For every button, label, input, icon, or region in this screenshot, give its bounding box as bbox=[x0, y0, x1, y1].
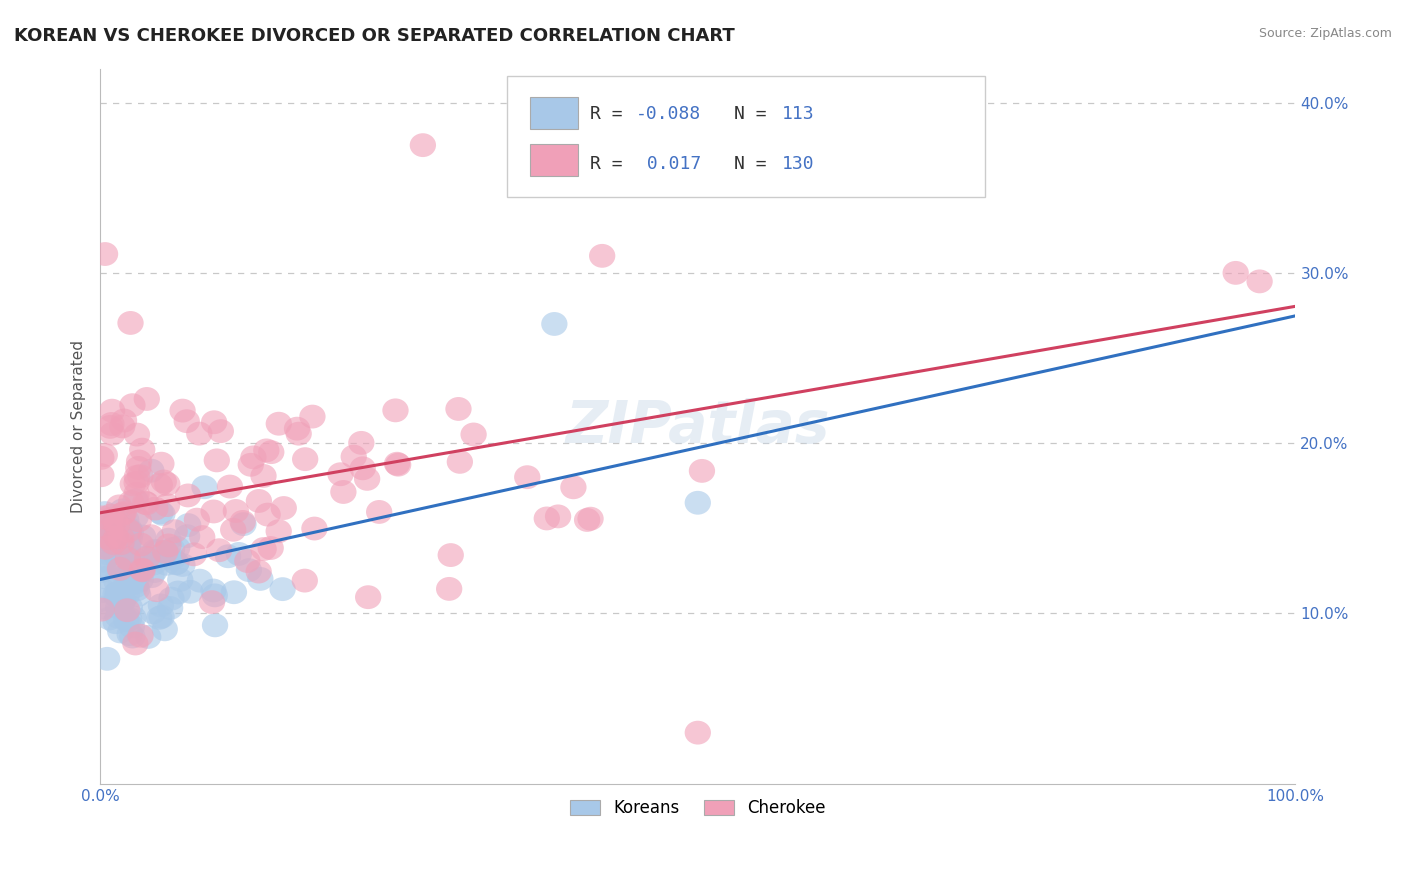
FancyBboxPatch shape bbox=[530, 144, 578, 176]
Y-axis label: Divorced or Separated: Divorced or Separated bbox=[72, 340, 86, 513]
FancyBboxPatch shape bbox=[530, 97, 578, 129]
Text: N =: N = bbox=[734, 104, 778, 122]
Text: 113: 113 bbox=[782, 104, 814, 122]
Text: 0.017: 0.017 bbox=[636, 154, 700, 173]
Text: -0.088: -0.088 bbox=[636, 104, 700, 122]
Legend: Koreans, Cherokee: Koreans, Cherokee bbox=[561, 791, 834, 825]
Text: ZIPatlas: ZIPatlas bbox=[565, 398, 830, 455]
Text: KOREAN VS CHEROKEE DIVORCED OR SEPARATED CORRELATION CHART: KOREAN VS CHEROKEE DIVORCED OR SEPARATED… bbox=[14, 27, 735, 45]
Text: R =: R = bbox=[591, 104, 634, 122]
FancyBboxPatch shape bbox=[506, 76, 984, 197]
Text: R =: R = bbox=[591, 154, 634, 173]
Text: 130: 130 bbox=[782, 154, 814, 173]
Text: N =: N = bbox=[734, 154, 778, 173]
Text: Source: ZipAtlas.com: Source: ZipAtlas.com bbox=[1258, 27, 1392, 40]
